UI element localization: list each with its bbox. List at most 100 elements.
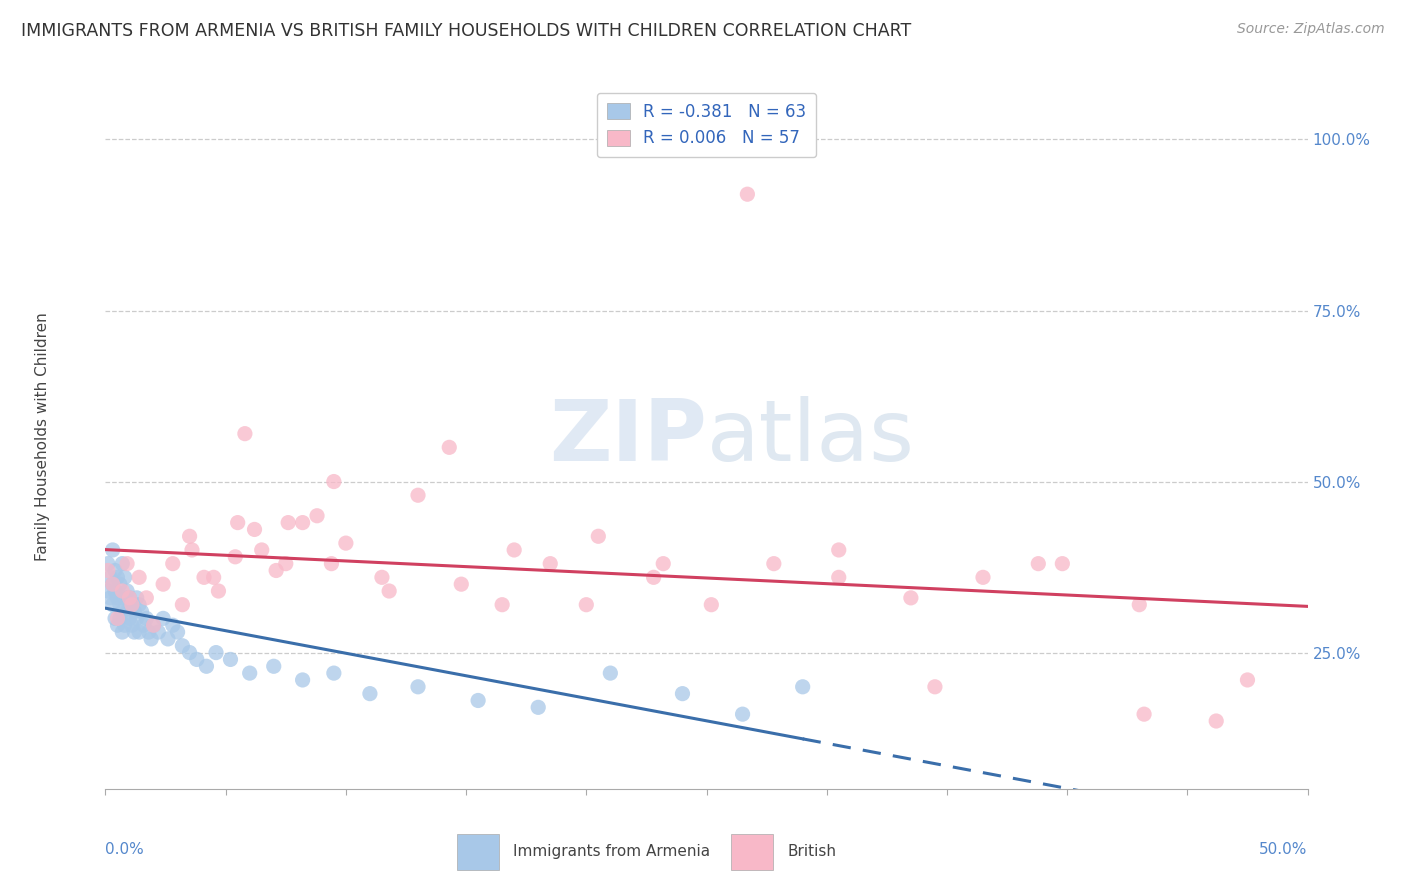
Point bbox=[107, 591, 129, 605]
Point bbox=[124, 605, 146, 619]
Point bbox=[107, 570, 129, 584]
Point bbox=[828, 543, 851, 558]
Point bbox=[264, 564, 287, 578]
Point bbox=[588, 529, 610, 543]
Point bbox=[179, 529, 201, 543]
Point bbox=[406, 680, 429, 694]
Point bbox=[152, 611, 174, 625]
Point bbox=[125, 591, 148, 605]
Point bbox=[121, 598, 143, 612]
FancyBboxPatch shape bbox=[731, 834, 773, 870]
Point bbox=[737, 187, 759, 202]
Point bbox=[162, 557, 184, 571]
Point bbox=[792, 680, 814, 694]
Point bbox=[101, 577, 124, 591]
Point bbox=[322, 475, 344, 489]
Point bbox=[115, 557, 138, 571]
Text: Immigrants from Armenia: Immigrants from Armenia bbox=[513, 845, 710, 859]
Point bbox=[118, 591, 141, 605]
Point bbox=[107, 611, 129, 625]
Point bbox=[250, 543, 273, 558]
Point bbox=[114, 591, 136, 605]
Point bbox=[97, 564, 120, 578]
Point bbox=[503, 543, 526, 558]
Point bbox=[291, 673, 314, 687]
Text: ZIP: ZIP bbox=[548, 395, 707, 479]
Point bbox=[643, 570, 665, 584]
Point bbox=[972, 570, 994, 584]
Point bbox=[108, 577, 131, 591]
Point bbox=[652, 557, 675, 571]
Point bbox=[124, 625, 146, 640]
Point bbox=[671, 687, 693, 701]
Text: Family Households with Children: Family Households with Children bbox=[35, 313, 51, 561]
Point bbox=[378, 584, 401, 599]
Point bbox=[179, 646, 201, 660]
Point bbox=[322, 666, 344, 681]
Point bbox=[439, 441, 461, 455]
Point bbox=[142, 618, 165, 632]
Point bbox=[219, 652, 242, 666]
Text: atlas: atlas bbox=[707, 395, 914, 479]
Point bbox=[1205, 714, 1227, 728]
Point bbox=[599, 666, 621, 681]
Point bbox=[114, 570, 136, 584]
Point bbox=[277, 516, 299, 530]
Point bbox=[291, 516, 314, 530]
Point bbox=[731, 707, 754, 722]
Point bbox=[138, 625, 160, 640]
Point bbox=[111, 605, 134, 619]
Point bbox=[115, 584, 138, 599]
Point bbox=[195, 659, 218, 673]
Point bbox=[125, 611, 148, 625]
Point bbox=[156, 632, 179, 646]
Point bbox=[226, 516, 249, 530]
Point bbox=[162, 618, 184, 632]
Point bbox=[128, 625, 150, 640]
Text: 0.0%: 0.0% bbox=[105, 842, 145, 857]
Point bbox=[467, 693, 489, 707]
Point bbox=[700, 598, 723, 612]
Point bbox=[139, 632, 162, 646]
Point bbox=[1236, 673, 1258, 687]
Point bbox=[900, 591, 922, 605]
Point bbox=[111, 584, 134, 599]
Point bbox=[111, 557, 134, 571]
Point bbox=[762, 557, 785, 571]
Point bbox=[132, 618, 155, 632]
Point bbox=[97, 557, 120, 571]
Point bbox=[148, 625, 170, 640]
Point bbox=[202, 570, 225, 584]
Point bbox=[142, 618, 165, 632]
Legend: R = -0.381   N = 63, R = 0.006   N = 57: R = -0.381 N = 63, R = 0.006 N = 57 bbox=[596, 93, 817, 157]
Point bbox=[527, 700, 550, 714]
Point bbox=[924, 680, 946, 694]
Point bbox=[335, 536, 357, 550]
Point bbox=[224, 549, 246, 564]
Point bbox=[193, 570, 215, 584]
Point bbox=[135, 611, 157, 625]
Point bbox=[1026, 557, 1049, 571]
Point bbox=[186, 652, 208, 666]
Point bbox=[181, 543, 204, 558]
Point bbox=[1128, 598, 1150, 612]
Point bbox=[172, 639, 194, 653]
Point bbox=[101, 577, 124, 591]
Point bbox=[98, 591, 121, 605]
Point bbox=[128, 570, 150, 584]
Point bbox=[828, 570, 851, 584]
Point bbox=[233, 426, 256, 441]
Point bbox=[450, 577, 472, 591]
Point bbox=[135, 591, 157, 605]
Point bbox=[207, 584, 229, 599]
Point bbox=[538, 557, 561, 571]
Point bbox=[371, 570, 394, 584]
Point bbox=[406, 488, 429, 502]
FancyBboxPatch shape bbox=[457, 834, 499, 870]
Point bbox=[239, 666, 262, 681]
Point bbox=[172, 598, 194, 612]
Point bbox=[104, 564, 127, 578]
Point bbox=[121, 618, 143, 632]
Point bbox=[115, 605, 138, 619]
Point bbox=[491, 598, 513, 612]
